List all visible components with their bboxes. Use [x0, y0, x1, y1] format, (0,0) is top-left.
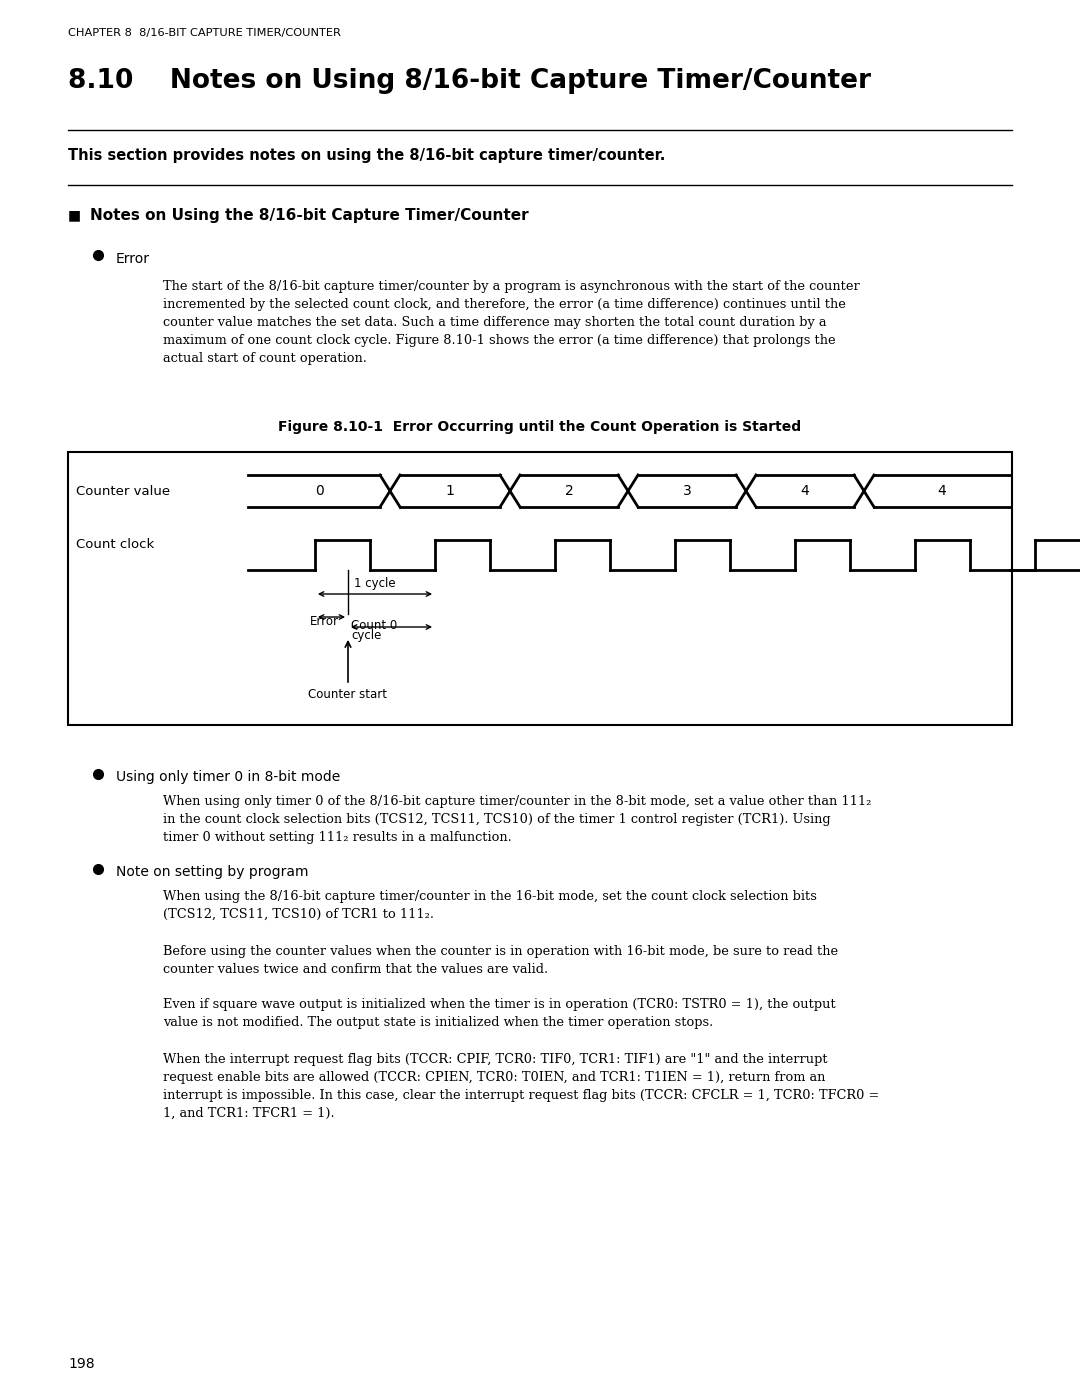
Text: Count clock: Count clock: [76, 538, 154, 550]
Text: Counter start: Counter start: [309, 687, 388, 701]
Text: Count 0: Count 0: [351, 619, 397, 631]
Text: CHAPTER 8  8/16-BIT CAPTURE TIMER/COUNTER: CHAPTER 8 8/16-BIT CAPTURE TIMER/COUNTER: [68, 28, 341, 38]
Text: Using only timer 0 in 8-bit mode: Using only timer 0 in 8-bit mode: [116, 770, 340, 784]
Text: Error: Error: [116, 251, 150, 265]
Text: 1: 1: [446, 483, 455, 497]
Text: 1 cycle: 1 cycle: [354, 577, 395, 590]
Text: When using only timer 0 of the 8/16-bit capture timer/counter in the 8-bit mode,: When using only timer 0 of the 8/16-bit …: [163, 795, 872, 807]
Text: When the interrupt request flag bits (TCCR: CPIF, TCR0: TIF0, TCR1: TIF1) are "1: When the interrupt request flag bits (TC…: [163, 1053, 827, 1066]
Text: (TCS12, TCS11, TCS10) of TCR1 to 111₂.: (TCS12, TCS11, TCS10) of TCR1 to 111₂.: [163, 908, 434, 921]
Text: The start of the 8/16-bit capture timer/counter by a program is asynchronous wit: The start of the 8/16-bit capture timer/…: [163, 279, 860, 293]
Text: 0: 0: [314, 483, 323, 497]
Text: in the count clock selection bits (TCS12, TCS11, TCS10) of the timer 1 control r: in the count clock selection bits (TCS12…: [163, 813, 831, 826]
Text: Error: Error: [310, 615, 339, 629]
Text: request enable bits are allowed (TCCR: CPIEN, TCR0: T0IEN, and TCR1: T1IEN = 1),: request enable bits are allowed (TCCR: C…: [163, 1071, 825, 1084]
Text: maximum of one count clock cycle. Figure 8.10-1 shows the error (a time differen: maximum of one count clock cycle. Figure…: [163, 334, 836, 346]
Text: 4: 4: [800, 483, 809, 497]
Text: interrupt is impossible. In this case, clear the interrupt request flag bits (TC: interrupt is impossible. In this case, c…: [163, 1090, 879, 1102]
Text: Note on setting by program: Note on setting by program: [116, 865, 309, 879]
Text: timer 0 without setting 111₂ results in a malfunction.: timer 0 without setting 111₂ results in …: [163, 831, 512, 844]
Text: actual start of count operation.: actual start of count operation.: [163, 352, 367, 365]
Text: 198: 198: [68, 1356, 95, 1370]
Text: Before using the counter values when the counter is in operation with 16-bit mod: Before using the counter values when the…: [163, 944, 838, 958]
Bar: [68, 453, 1012, 725]
Text: 3: 3: [683, 483, 691, 497]
Text: 2: 2: [565, 483, 573, 497]
Text: value is not modified. The output state is initialized when the timer operation : value is not modified. The output state …: [163, 1016, 713, 1030]
Text: 8.10    Notes on Using 8/16-bit Capture Timer/Counter: 8.10 Notes on Using 8/16-bit Capture Tim…: [68, 68, 870, 94]
Text: Even if square wave output is initialized when the timer is in operation (TCR0: : Even if square wave output is initialize…: [163, 997, 836, 1011]
Text: Notes on Using the 8/16-bit Capture Timer/Counter: Notes on Using the 8/16-bit Capture Time…: [90, 208, 528, 224]
Text: This section provides notes on using the 8/16-bit capture timer/counter.: This section provides notes on using the…: [68, 148, 665, 163]
Text: 4: 4: [937, 483, 946, 497]
Text: incremented by the selected count clock, and therefore, the error (a time differ: incremented by the selected count clock,…: [163, 298, 846, 312]
Text: When using the 8/16-bit capture timer/counter in the 16-bit mode, set the count : When using the 8/16-bit capture timer/co…: [163, 890, 816, 902]
Text: Figure 8.10-1  Error Occurring until the Count Operation is Started: Figure 8.10-1 Error Occurring until the …: [279, 420, 801, 434]
Text: counter value matches the set data. Such a time difference may shorten the total: counter value matches the set data. Such…: [163, 316, 826, 330]
Text: cycle: cycle: [351, 629, 381, 643]
Text: ■: ■: [68, 208, 81, 222]
Text: 1, and TCR1: TFCR1 = 1).: 1, and TCR1: TFCR1 = 1).: [163, 1106, 335, 1120]
Text: Counter value: Counter value: [76, 485, 171, 497]
Text: counter values twice and confirm that the values are valid.: counter values twice and confirm that th…: [163, 963, 549, 977]
